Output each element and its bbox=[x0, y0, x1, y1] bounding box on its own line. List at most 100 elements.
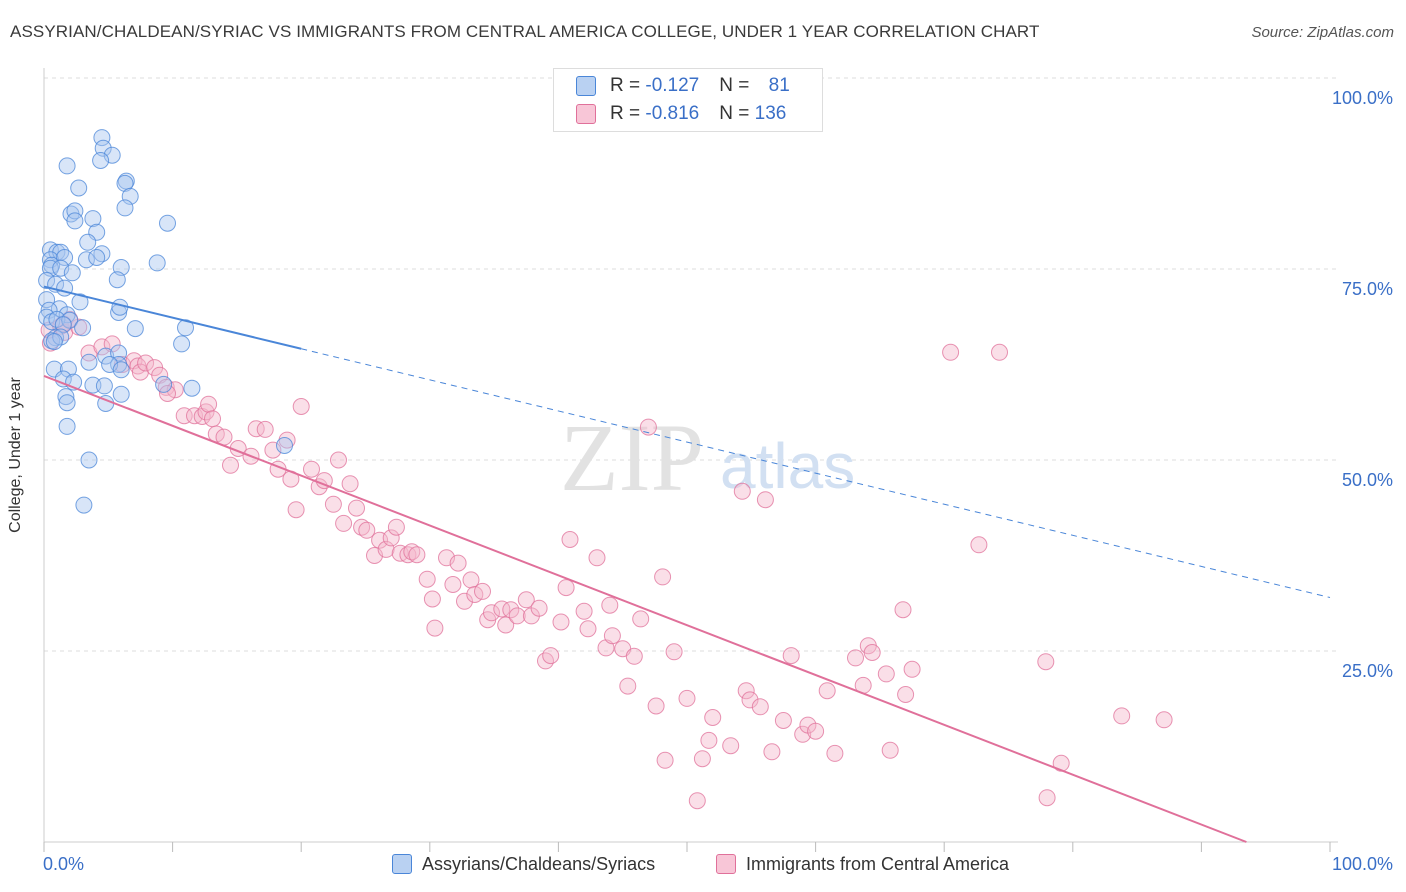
point-central-america bbox=[456, 592, 473, 610]
point-central-america bbox=[175, 407, 193, 425]
legend-r-label: R = bbox=[610, 75, 646, 96]
point-assyrian bbox=[183, 379, 201, 397]
point-assyrian bbox=[54, 370, 72, 388]
legend-swatch-pink bbox=[576, 104, 596, 124]
watermark: ZIP atlas bbox=[560, 404, 855, 511]
point-assyrian bbox=[95, 377, 113, 395]
point-central-america bbox=[632, 610, 650, 628]
point-central-america bbox=[639, 418, 657, 436]
point-central-america bbox=[204, 410, 221, 428]
point-central-america bbox=[619, 677, 637, 695]
point-central-america bbox=[737, 682, 755, 700]
point-central-america bbox=[1052, 754, 1070, 772]
point-assyrian bbox=[79, 233, 97, 251]
legend-swatch-blue bbox=[576, 76, 596, 96]
point-central-america bbox=[625, 647, 643, 665]
point-central-america bbox=[287, 501, 305, 519]
point-assyrian bbox=[77, 251, 95, 269]
point-assyrian bbox=[41, 241, 59, 259]
x-tick-label-min: 0.0% bbox=[43, 854, 84, 874]
legend-row-assyrian: R = -0.127 N = 81 bbox=[576, 75, 790, 97]
point-central-america bbox=[807, 722, 825, 740]
x-tick-label-max: 100.0% bbox=[1332, 854, 1393, 874]
trend-line-central-america bbox=[43, 375, 1247, 843]
point-central-america bbox=[1155, 711, 1173, 729]
y-tick-label-25: 25.0% bbox=[1342, 661, 1393, 681]
point-central-america bbox=[774, 712, 792, 729]
point-central-america bbox=[418, 570, 436, 588]
point-assyrian bbox=[58, 157, 76, 175]
point-central-america bbox=[256, 420, 274, 438]
point-assyrian bbox=[43, 256, 61, 274]
point-central-america bbox=[991, 343, 1008, 361]
series-swatch-pink bbox=[716, 854, 736, 874]
legend-r-value: -0.816 bbox=[645, 103, 700, 124]
data-points bbox=[38, 129, 1173, 810]
point-central-america bbox=[159, 385, 176, 402]
point-central-america bbox=[1038, 789, 1056, 807]
point-central-america bbox=[579, 620, 597, 638]
point-central-america bbox=[601, 596, 619, 614]
legend-n-value: 136 bbox=[754, 103, 787, 124]
point-central-america bbox=[382, 529, 400, 547]
series-label-assyrian: Assyrians/Chaldeans/Syriacs bbox=[422, 853, 656, 874]
point-central-america bbox=[348, 499, 365, 517]
point-central-america bbox=[693, 750, 711, 768]
series-label-central-america: Immigrants from Central America bbox=[746, 853, 1010, 874]
point-central-america bbox=[722, 737, 740, 755]
point-central-america bbox=[93, 338, 111, 356]
trend-line-assyrian-extension bbox=[301, 348, 1331, 599]
point-central-america bbox=[426, 619, 444, 637]
point-central-america bbox=[324, 495, 342, 513]
point-assyrian bbox=[126, 320, 144, 338]
point-assyrian bbox=[63, 264, 81, 282]
point-central-america bbox=[603, 627, 621, 645]
point-assyrian bbox=[66, 212, 84, 230]
point-central-america bbox=[678, 689, 696, 707]
point-central-america bbox=[756, 491, 774, 509]
point-assyrian bbox=[59, 360, 77, 378]
point-central-america bbox=[654, 568, 672, 586]
point-central-america bbox=[517, 591, 535, 609]
point-central-america bbox=[557, 579, 575, 597]
point-assyrian bbox=[56, 249, 74, 266]
point-central-america bbox=[483, 604, 500, 622]
point-central-america bbox=[751, 698, 769, 716]
point-central-america bbox=[537, 652, 554, 670]
point-assyrian bbox=[159, 214, 176, 232]
point-assyrian bbox=[74, 319, 92, 337]
trend-line-assyrian bbox=[43, 285, 302, 350]
point-assyrian bbox=[112, 385, 130, 403]
point-central-america bbox=[449, 554, 467, 572]
point-central-america bbox=[303, 460, 320, 478]
grid-lines bbox=[44, 77, 1338, 652]
point-assyrian bbox=[38, 272, 56, 289]
chart-title: ASSYRIAN/CHALDEAN/SYRIAC VS IMMIGRANTS F… bbox=[10, 22, 1040, 41]
point-assyrian bbox=[66, 202, 84, 220]
point-central-america bbox=[530, 599, 548, 617]
point-central-america bbox=[353, 518, 371, 536]
point-central-america bbox=[688, 792, 706, 810]
series-swatch-blue bbox=[392, 854, 412, 874]
y-axis-label: College, Under 1 year bbox=[7, 377, 24, 533]
point-central-america bbox=[502, 601, 520, 619]
point-central-america bbox=[763, 743, 781, 761]
y-tick-label-75: 75.0% bbox=[1342, 279, 1393, 299]
axes bbox=[43, 68, 1338, 852]
point-assyrian bbox=[148, 254, 166, 272]
point-assyrian bbox=[80, 451, 98, 469]
point-central-america bbox=[542, 647, 560, 665]
point-central-america bbox=[881, 741, 899, 759]
point-central-america bbox=[588, 549, 606, 567]
point-central-america bbox=[847, 649, 864, 667]
point-assyrian bbox=[38, 308, 56, 326]
point-central-america bbox=[877, 665, 895, 683]
watermark-zip: ZIP bbox=[560, 404, 704, 511]
legend-row-central-america: R = -0.816 N = 136 bbox=[576, 103, 786, 125]
point-central-america bbox=[700, 731, 718, 749]
point-assyrian bbox=[70, 179, 88, 197]
point-assyrian bbox=[108, 271, 126, 289]
point-central-america bbox=[403, 543, 421, 561]
series-legend-central-america: Immigrants from Central America bbox=[716, 851, 1009, 877]
point-assyrian bbox=[116, 199, 134, 217]
